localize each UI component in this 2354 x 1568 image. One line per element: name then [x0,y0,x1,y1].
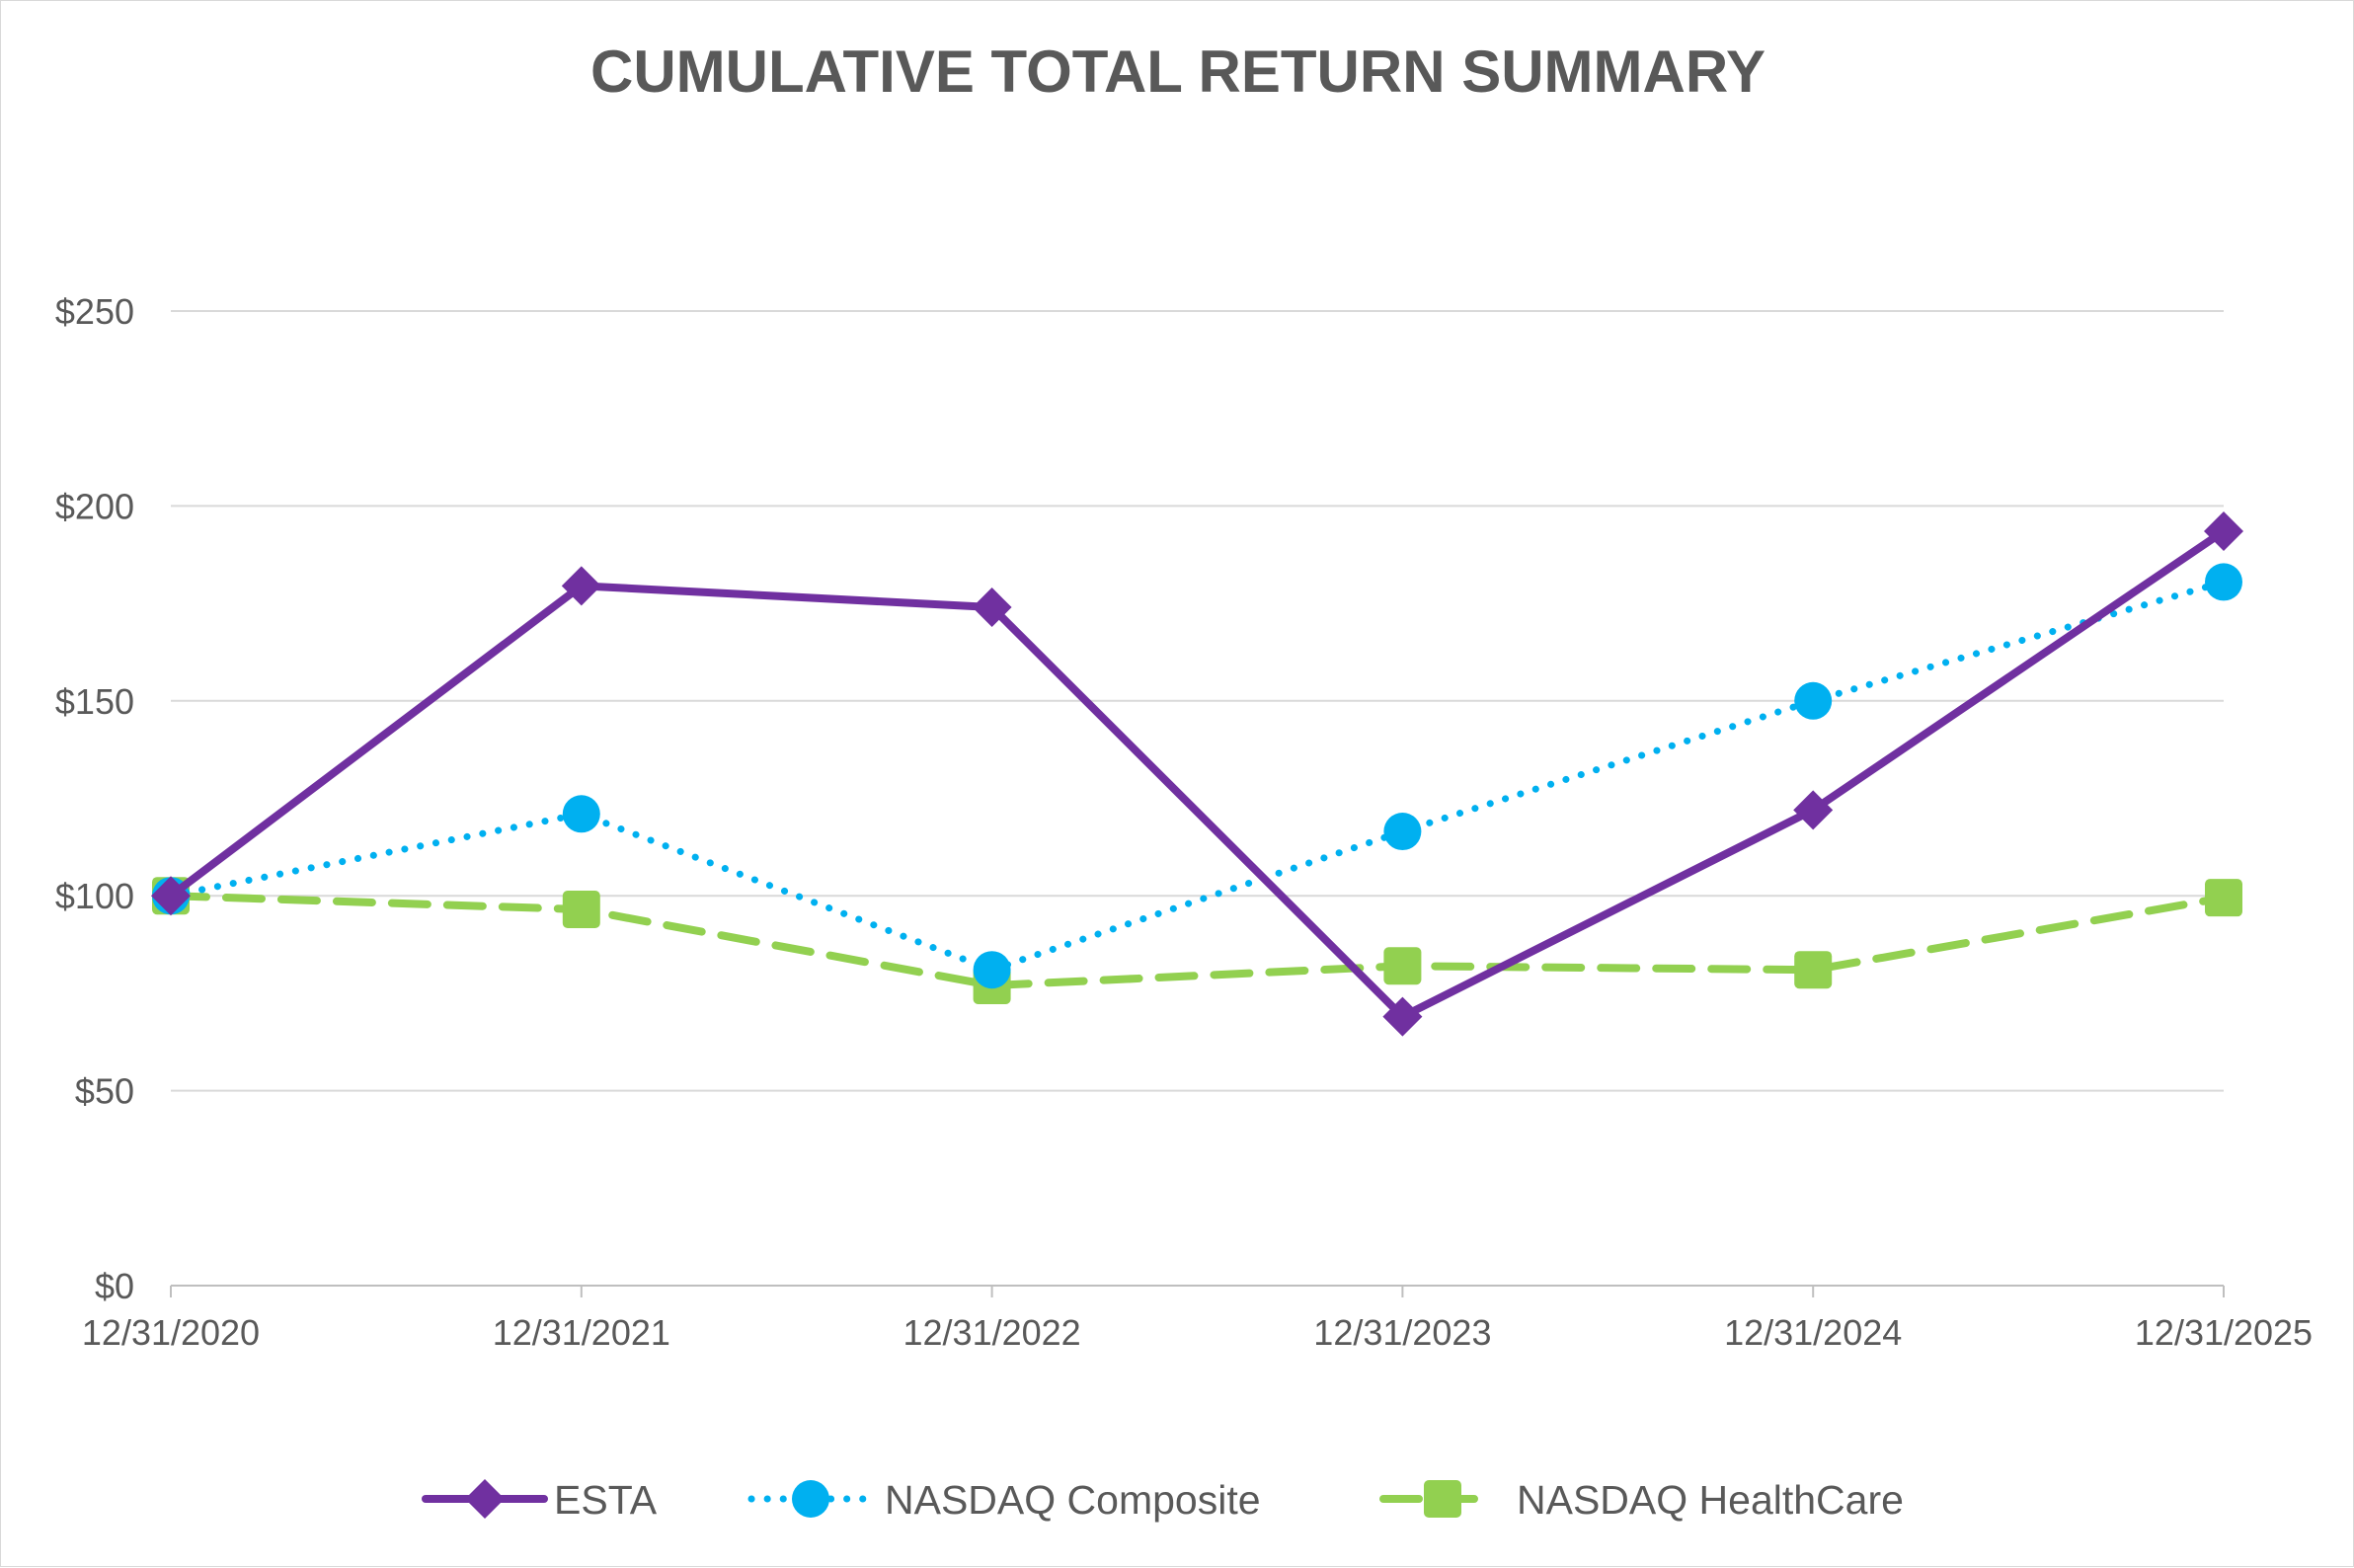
x-tick-label: 12/31/2022 [903,1312,1081,1353]
data-point-diamond [2204,511,2243,552]
y-tick-label: $200 [55,486,134,526]
data-point-diamond [1793,790,1834,830]
y-tick-label: $150 [55,681,134,722]
y-tick-label: $250 [55,291,134,332]
series-line [167,578,2228,974]
grid-lines [171,310,2224,1092]
x-tick-label: 12/31/2020 [82,1312,260,1353]
data-point-square [1794,951,1833,989]
data-point-diamond [561,566,601,606]
x-tick-label: 12/31/2025 [2135,1312,2313,1353]
legend-item: NASDAQ HealthCare [1379,1477,1904,1523]
chart-title: CUMULATIVE TOTAL RETURN SUMMARY [590,39,1766,105]
data-point-circle [973,951,1011,989]
x-tick-label: 12/31/2021 [493,1312,670,1353]
legend-marker-diamond [465,1479,505,1519]
series-line [167,892,2228,990]
y-tick-label: $100 [55,876,134,916]
data-point-square [2205,879,2242,917]
y-tick-label: $50 [75,1071,134,1112]
legend: ESTA NASDAQ Composite NASDAQ HealthCare [422,1477,1904,1523]
legend-label: NASDAQ Composite [885,1477,1261,1523]
legend-item: NASDAQ Composite [747,1477,1261,1523]
legend-label: ESTA [554,1477,658,1523]
x-tick-label: 12/31/2023 [1313,1312,1491,1353]
data-point-square [562,891,600,929]
legend-item: ESTA [422,1477,658,1523]
data-point-circle [1383,813,1422,851]
series-layer [151,511,2243,1037]
data-point-diamond [151,876,191,916]
series-line [167,527,2228,1021]
data-point-circle [562,795,600,833]
series-esta [151,511,2243,1037]
y-tick-label: $0 [95,1266,134,1306]
data-point-square [1383,947,1422,985]
x-tick-label: 12/31/2024 [1724,1312,1902,1353]
legend-label: NASDAQ HealthCare [1517,1477,1904,1523]
data-point-circle [2205,563,2242,601]
legend-marker-circle [792,1480,829,1518]
axes: $0 $50 $100 $150 $200 $250 12/31/2020 12/31/202… [55,291,2313,1353]
data-point-circle [1794,681,1833,720]
data-point-diamond [1382,996,1423,1037]
legend-marker-square [1424,1480,1461,1518]
series-nasdaq-composite [152,563,2242,989]
data-point-diamond [972,588,1012,628]
